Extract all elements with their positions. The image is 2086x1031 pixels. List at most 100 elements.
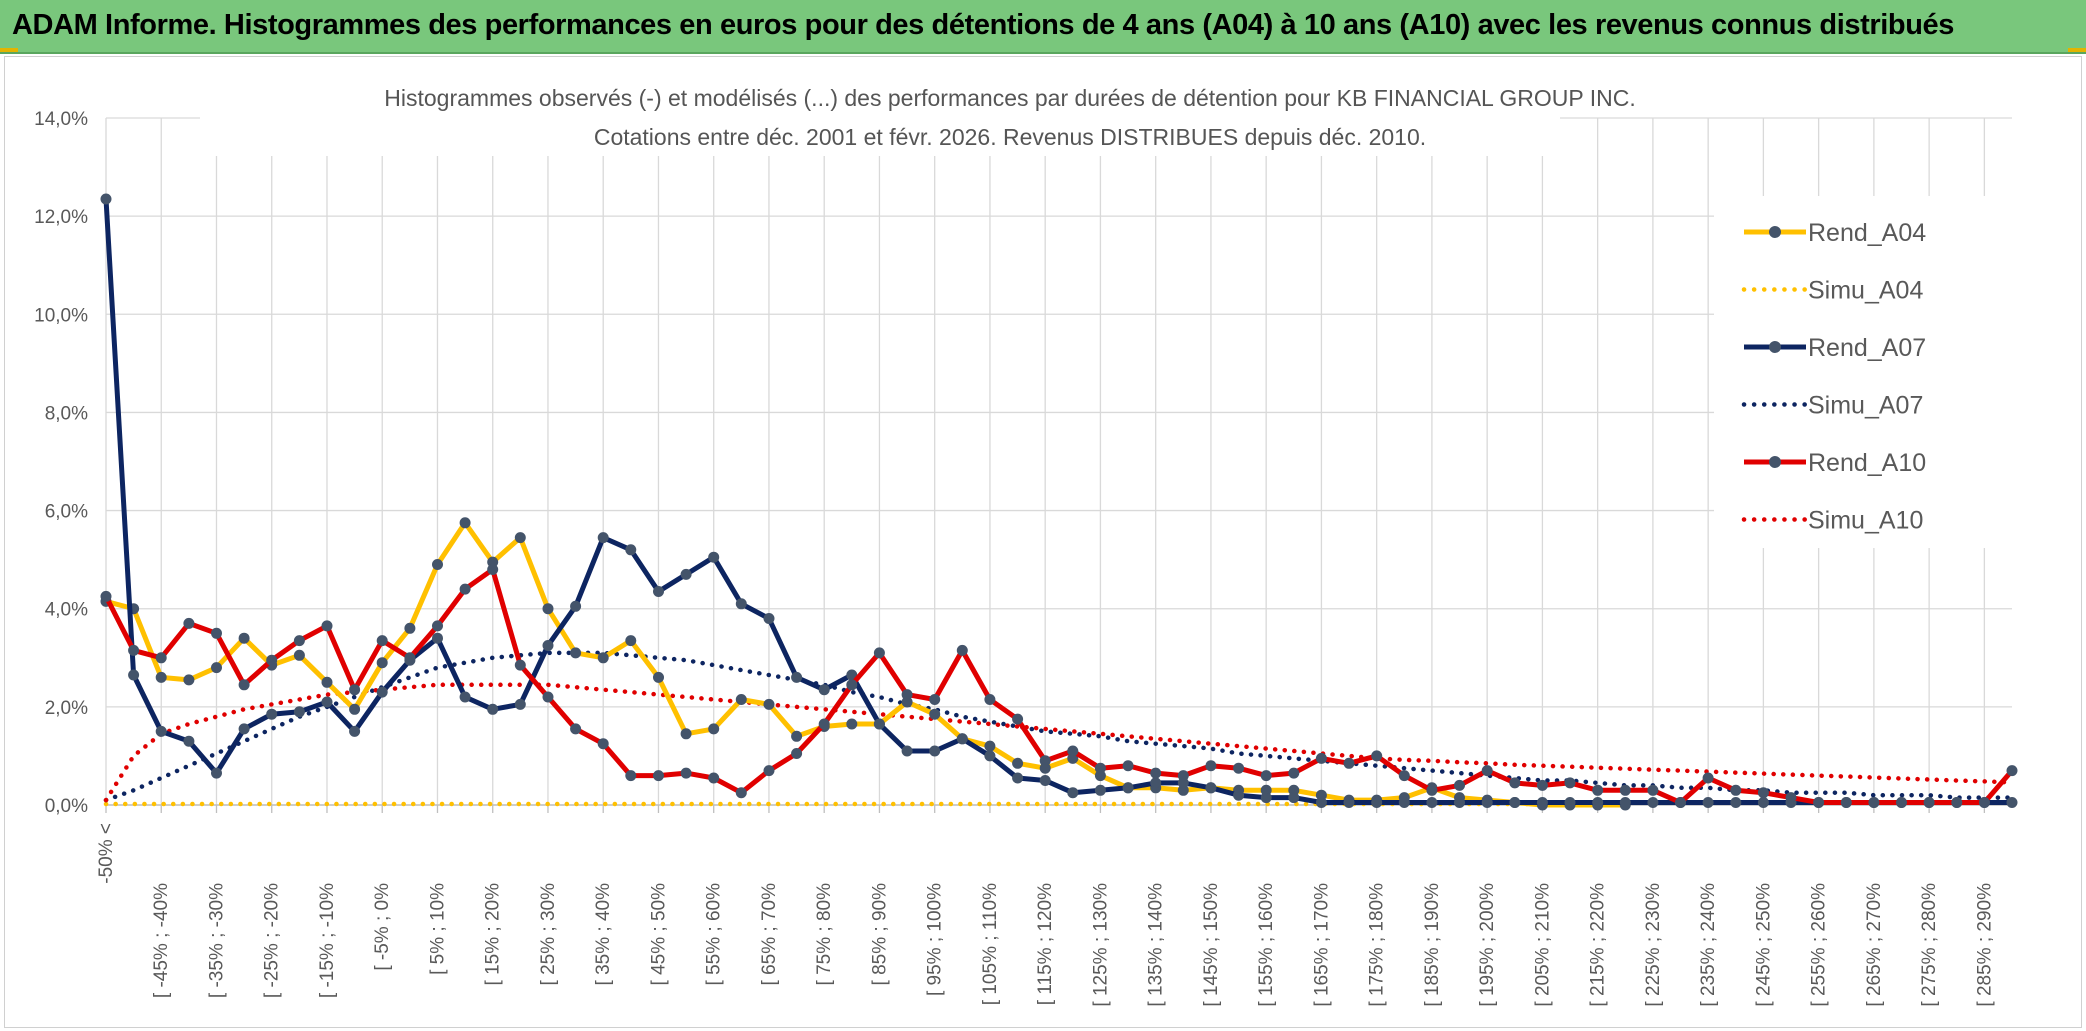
point-Rend_A10	[1564, 777, 1576, 789]
point-Rend_A07	[735, 598, 747, 610]
legend-label: Rend_A07	[1808, 334, 1926, 362]
point-Rend_A07	[708, 551, 720, 563]
point-Rend_A07	[1067, 787, 1079, 799]
point-Rend_A10	[984, 694, 996, 705]
point-Rend_A10	[1896, 797, 1907, 808]
x-tick-label: [ 225% ; 230%	[1643, 883, 1664, 1007]
point-Rend_A04	[653, 671, 664, 683]
point-Rend_A07	[1481, 797, 1493, 808]
y-tick-label: 10,0%	[34, 305, 88, 326]
point-Rend_A07	[791, 671, 803, 683]
point-Rend_A07	[514, 698, 526, 710]
point-Rend_A07	[1094, 784, 1106, 796]
point-Rend_A07	[1536, 797, 1548, 808]
series-Simu_A10	[103, 682, 2015, 803]
point-Rend_A04	[791, 730, 803, 742]
point-Rend_A10	[735, 787, 747, 799]
point-Rend_A10	[1702, 772, 1714, 784]
point-Rend_A07	[349, 725, 361, 737]
line-Simu_A07	[103, 650, 2015, 803]
point-Rend_A10	[1619, 784, 1631, 796]
point-Rend_A10	[238, 679, 250, 691]
series-Rend_A10	[100, 564, 2018, 808]
point-Rend_A10	[1675, 797, 1686, 808]
point-Rend_A07	[1371, 797, 1383, 808]
x-tick-label: [ 155% ; 160%	[1256, 883, 1277, 1007]
point-Rend_A10	[183, 617, 195, 629]
point-Rend_A04	[680, 728, 692, 740]
legend-label: Simu_A10	[1808, 507, 1923, 535]
x-tick-label: [ 255% ; 260%	[1809, 883, 1830, 1007]
legend-item-Rend_A10: Rend_A10	[1744, 449, 1926, 477]
point-Rend_A10	[293, 635, 305, 647]
point-Rend_A07	[1564, 797, 1576, 808]
point-Rend_A07	[2006, 797, 2018, 808]
point-Rend_A07	[1150, 777, 1162, 789]
x-tick-label: -50% <	[96, 823, 117, 884]
y-tick-label: 14,0%	[34, 109, 88, 130]
point-Rend_A10	[376, 635, 388, 647]
title-backdrop	[200, 74, 1560, 156]
point-Rend_A04	[155, 671, 167, 683]
point-Rend_A07	[763, 613, 775, 624]
corner-accent-left	[0, 48, 18, 52]
x-tick-label: [ 145% ; 150%	[1201, 883, 1222, 1007]
point-Rend_A07	[266, 708, 278, 720]
point-Rend_A10	[1868, 797, 1880, 808]
point-Rend_A04	[459, 517, 471, 529]
point-Rend_A07	[321, 696, 333, 708]
x-tick-label: [ 5% ; 10%	[427, 883, 448, 975]
legend-item-Simu_A07: Simu_A07	[1741, 392, 1923, 420]
point-Rend_A07	[984, 750, 996, 762]
x-tick-label: [ 105% ; 110%	[980, 883, 1001, 1005]
point-Rend_A10	[846, 679, 858, 691]
point-Rend_A10	[349, 684, 361, 696]
y-tick-label: 4,0%	[45, 600, 88, 621]
x-tick-label: [ 165% ; 170%	[1311, 883, 1332, 1007]
line-Simu_A10	[103, 682, 2015, 803]
point-Rend_A07	[1730, 797, 1742, 808]
legend-item-Rend_A07: Rend_A07	[1744, 334, 1926, 362]
point-Rend_A10	[763, 765, 775, 777]
point-Rend_A10	[211, 627, 222, 639]
point-Rend_A10	[1067, 745, 1079, 757]
chart-title: Histogrammes observés (-) et modélisés (…	[384, 85, 1635, 111]
point-Rend_A10	[1039, 755, 1051, 767]
point-Rend_A07	[1122, 782, 1134, 794]
point-Rend_A07	[487, 703, 499, 715]
point-Rend_A07	[1426, 797, 1438, 808]
point-Rend_A10	[873, 647, 885, 659]
point-Rend_A10	[597, 738, 609, 750]
point-Rend_A10	[155, 652, 167, 664]
y-tick-label: 2,0%	[45, 698, 88, 719]
point-Rend_A07	[1619, 797, 1631, 808]
chart-subtitle: Cotations entre déc. 2001 et févr. 2026.…	[594, 124, 1426, 150]
point-Rend_A07	[818, 684, 830, 696]
point-Rend_A04	[625, 635, 637, 647]
x-tick-label: [ 265% ; 270%	[1864, 883, 1885, 1007]
point-Rend_A10	[1122, 760, 1134, 772]
x-tick-label: [ 95% ; 100%	[925, 883, 946, 996]
point-Rend_A10	[514, 659, 526, 671]
x-tick-label: [ 65% ; 70%	[759, 883, 780, 986]
point-Rend_A07	[1647, 797, 1659, 808]
point-Rend_A07	[1398, 797, 1410, 808]
x-tick-label: [ 275% ; 280%	[1919, 883, 1940, 1007]
legend-label: Rend_A04	[1808, 219, 1926, 247]
header-banner: ADAM Informe. Histogrammes des performan…	[0, 0, 2086, 54]
legend-marker	[1769, 226, 1781, 238]
point-Rend_A07	[432, 632, 443, 644]
point-Rend_A10	[1813, 797, 1825, 808]
point-Rend_A04	[432, 559, 443, 570]
line-Rend_A07	[103, 196, 2015, 805]
y-tick-label: 8,0%	[45, 403, 88, 424]
point-Rend_A04	[238, 632, 250, 644]
legend-box	[1714, 196, 2014, 548]
x-tick-label: [ 185% ; 190%	[1422, 883, 1443, 1007]
x-tick-label: [ 125% ; 130%	[1090, 883, 1111, 1007]
point-Rend_A10	[1509, 777, 1521, 789]
point-Rend_A10	[680, 767, 692, 779]
point-Rend_A04	[514, 532, 526, 544]
point-Rend_A07	[1454, 797, 1465, 808]
